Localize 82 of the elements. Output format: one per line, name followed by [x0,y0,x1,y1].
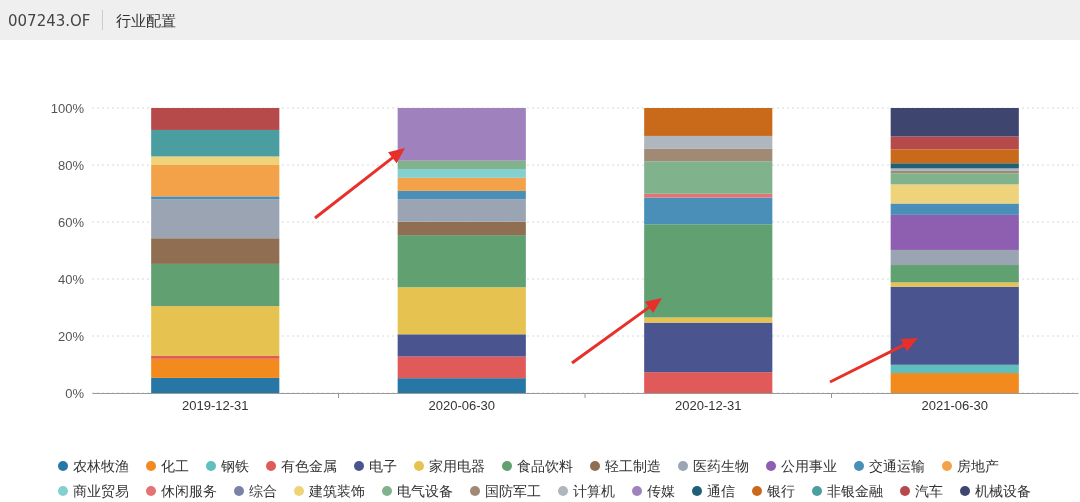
bar [644,317,773,323]
bar [151,165,280,197]
legend-label: 综合 [249,483,277,499]
bar [397,235,526,288]
legend-label: 非银金融 [827,483,883,499]
bar [397,221,526,236]
bar [151,377,280,393]
chart-subtitle: 007243.OF [8,11,91,30]
bar [644,161,773,194]
bar [890,163,1019,169]
legend-label: 机械设备 [975,483,1031,499]
bar [890,173,1019,185]
legend-label: 银行 [766,483,795,499]
bar [644,148,773,162]
bar [397,287,526,335]
legend-label: 传媒 [647,483,675,499]
bar [890,249,1019,266]
legend-label: 计算机 [573,483,615,499]
legend-label: 家用电器 [429,458,485,474]
bar [151,355,280,359]
legend-label: 电气设备 [397,483,453,499]
bar [151,263,280,307]
x-tick-label: 2021-06-30 [921,398,988,414]
bar [890,282,1019,287]
bar [644,135,773,149]
legend-label: 国防军工 [485,483,541,499]
bar [397,378,526,393]
bar [890,108,1019,137]
bar [890,214,1019,250]
bar [397,199,526,222]
y-tick-label: 0% [65,385,85,401]
legend-label: 钢铁 [220,458,249,474]
bar [890,364,1019,374]
bar [151,358,280,378]
legend-label: 化工 [161,458,189,474]
legend-label: 汽车 [915,483,943,499]
bar [151,199,280,239]
y-tick-label: 60% [57,214,85,230]
bar [644,224,773,318]
legend-label: 房地产 [957,458,999,474]
legend-label: 农林牧渔 [73,458,129,474]
legend-label: 通信 [707,483,735,499]
bar [397,356,526,379]
bar [890,136,1019,150]
bar [151,306,280,356]
bar [151,156,280,165]
legend-label: 食品饮料 [517,458,573,474]
bar [151,196,280,200]
bar [644,197,773,225]
bar [397,108,526,161]
bar [397,160,526,169]
legend-label: 交通运输 [869,458,925,474]
y-tick-label: 40% [57,271,85,287]
bar [397,190,526,200]
legend-label: 轻工制造 [605,458,661,474]
y-tick-label: 20% [57,328,85,344]
chart-title: 行业配置 [116,11,177,30]
bar [890,203,1019,215]
bar [151,238,280,264]
bar [397,168,526,178]
legend-label: 电子 [369,458,397,474]
bar [890,265,1019,283]
bar [644,372,773,393]
legend-label: 公用事业 [781,458,837,474]
bar [890,149,1019,164]
bar [644,108,773,136]
x-tick-label: 2019-12-31 [182,398,249,414]
legend-label: 商业贸易 [73,483,129,499]
x-tick-label: 2020-06-30 [428,398,495,414]
x-tick-label: 2020-12-31 [675,398,742,414]
bar [151,108,280,130]
legend-label: 医药生物 [693,458,749,474]
bar [397,334,526,357]
y-tick-label: 100% [50,100,85,116]
legend-label: 休闲服务 [161,483,217,499]
bar [890,184,1019,204]
bar [151,129,280,157]
legend-label: 有色金属 [281,458,337,474]
legend-label: 建筑装饰 [308,483,365,499]
bar [397,177,526,191]
bar [890,286,1019,365]
y-tick-label: 80% [57,157,85,173]
